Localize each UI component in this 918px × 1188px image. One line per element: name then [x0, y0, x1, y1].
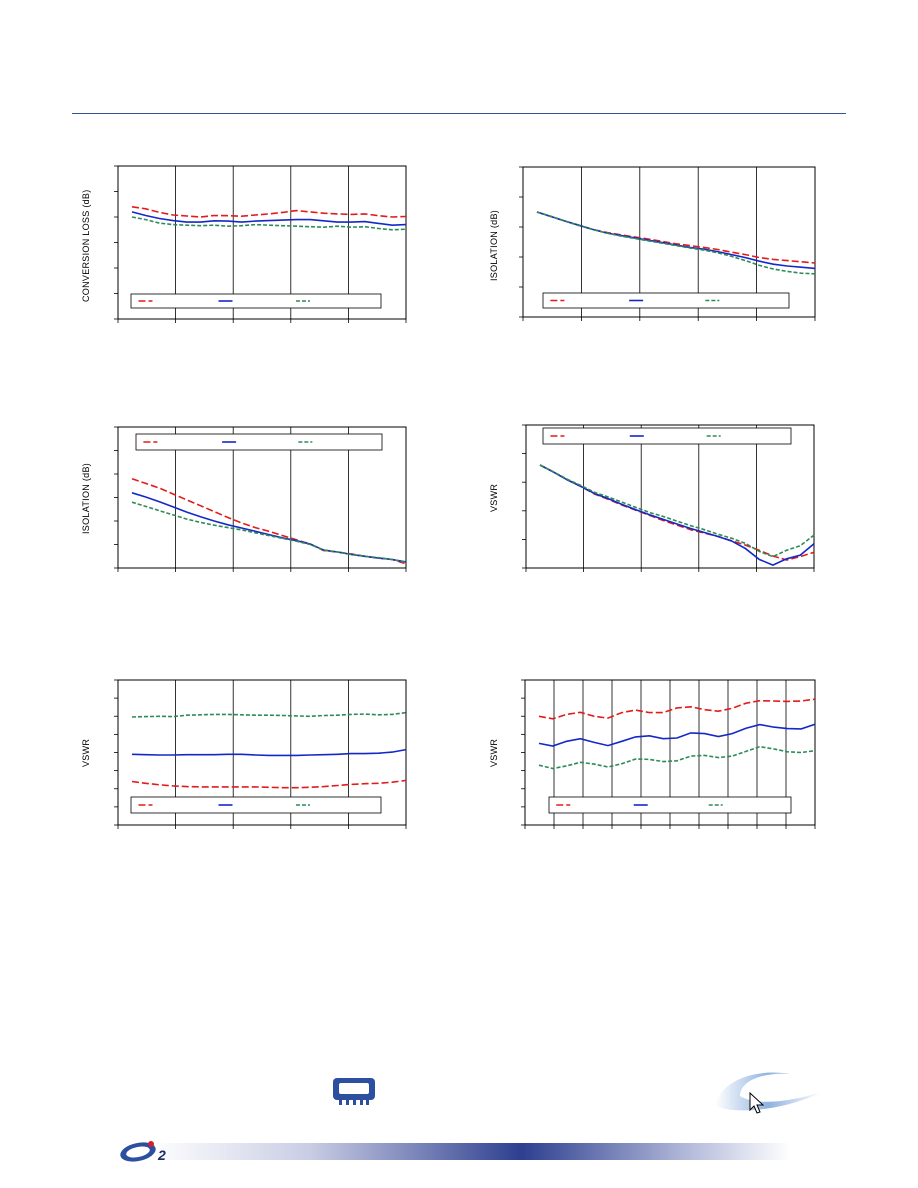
series-line-blue: [539, 464, 815, 566]
series-line-blue: [131, 211, 407, 227]
plot-frame: [117, 426, 407, 569]
footer-gradient-bar: [150, 1143, 790, 1160]
ylabel-vswr-3: VSWR: [489, 738, 499, 767]
plot-frame: [117, 679, 407, 826]
svg-text:2: 2: [157, 1147, 166, 1163]
series-line-blue: [131, 492, 407, 563]
ylabel-vswr-2: VSWR: [81, 738, 91, 767]
header-rule: [72, 113, 846, 114]
series-line-green: [538, 745, 816, 770]
series-line-green: [536, 211, 816, 275]
legend-box: [548, 796, 792, 814]
plot-frame: [522, 166, 816, 318]
plot-frame: [117, 165, 407, 320]
series-line-red: [538, 698, 816, 720]
legend-box: [135, 433, 383, 451]
series-line-red: [131, 477, 407, 565]
company-logo: 2: [120, 1141, 166, 1163]
ylabel-conv-loss: CONVERSION LOSS (dB): [81, 189, 91, 302]
series-line-green: [131, 501, 407, 564]
legend-box: [542, 292, 790, 309]
plot-frame: [525, 424, 815, 569]
series-line-red: [131, 779, 407, 789]
ylabel-vswr-1: VSWR: [489, 483, 499, 512]
series-line-green: [539, 464, 815, 558]
ylabel-isolation-1: ISOLATION (dB): [489, 209, 499, 281]
series-line-blue: [131, 748, 407, 757]
legend-box: [542, 427, 792, 445]
plot-frame: [524, 679, 816, 826]
series-line-green: [131, 711, 407, 718]
series-line-red: [131, 206, 407, 218]
series-line-blue: [538, 723, 816, 747]
series-line-blue: [536, 211, 816, 270]
swoosh-cursor-graphic: [715, 1072, 822, 1114]
series-line-green: [131, 216, 407, 231]
legend-box: [130, 796, 382, 814]
ylabel-isolation-2: ISOLATION (dB): [81, 462, 91, 534]
chip-package-icon: [333, 1078, 375, 1105]
series-line-red: [536, 211, 816, 264]
legend-box: [130, 293, 382, 309]
series-line-red: [539, 464, 815, 561]
